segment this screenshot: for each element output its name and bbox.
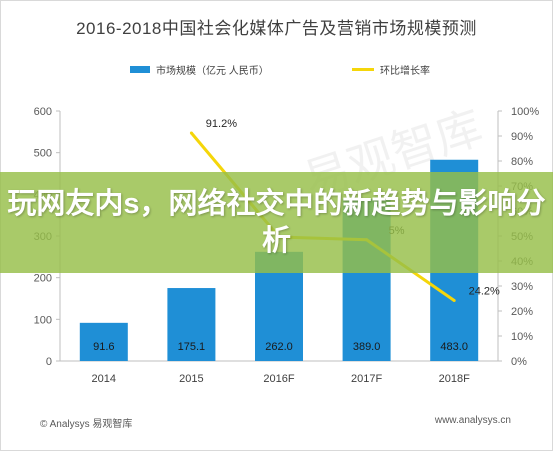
y2-tick-label: 20% [511, 306, 533, 318]
bar-value-label: 91.6 [93, 341, 114, 353]
footer-url: www.analysys.cn [434, 415, 511, 426]
legend-label-market-size: 市场规模（亿元 人民币） [156, 66, 269, 77]
growth-rate-point [452, 299, 456, 302]
growth-rate-point [189, 131, 193, 135]
x-tick-label: 2017F [351, 373, 382, 385]
y2-tick-label: 10% [511, 331, 533, 343]
bar [167, 288, 216, 361]
y2-tick-label: 80% [511, 156, 533, 168]
bar-value-label: 389.0 [353, 341, 381, 353]
legend: 市场规模（亿元 人民币） 环比增长率 [0, 62, 553, 78]
y2-tick-label: 90% [511, 131, 533, 143]
growth-rate-label: 24.2% [469, 286, 500, 298]
legend-item-market-size: 市场规模（亿元 人民币） [130, 62, 269, 77]
y-tick-label: 100 [34, 314, 52, 326]
y-tick-label: 0 [46, 356, 52, 368]
overlay-banner: 玩网友内s，网络社交中的新趋势与影响分析 [0, 172, 553, 273]
growth-rate-label: 91.2% [206, 118, 237, 130]
y2-tick-label: 100% [511, 106, 539, 118]
y2-tick-label: 0% [511, 356, 527, 368]
legend-swatch-bar [130, 66, 150, 73]
x-tick-label: 2018F [439, 373, 470, 385]
bar-value-label: 175.1 [178, 341, 206, 353]
y-tick-label: 500 [34, 148, 52, 160]
y2-tick-label: 30% [511, 281, 533, 293]
y-tick-label: 600 [34, 106, 52, 118]
x-tick-label: 2015 [179, 373, 203, 385]
x-tick-label: 2014 [92, 373, 116, 385]
legend-label-growth-rate: 环比增长率 [380, 66, 430, 77]
x-tick-label: 2016F [263, 373, 294, 385]
y-tick-label: 200 [34, 273, 52, 285]
legend-item-growth-rate: 环比增长率 [352, 62, 430, 77]
bar-value-label: 262.0 [265, 341, 293, 353]
legend-swatch-line [352, 68, 374, 71]
footer-source: © Analysys 易观智库 [40, 419, 133, 430]
banner-headline: 玩网友内s，网络社交中的新趋势与影响分析 [7, 188, 546, 257]
bar-value-label: 483.0 [440, 341, 468, 353]
bar [79, 322, 128, 361]
chart-title: 2016-2018中国社会化媒体广告及营销市场规模预测 [76, 19, 477, 38]
